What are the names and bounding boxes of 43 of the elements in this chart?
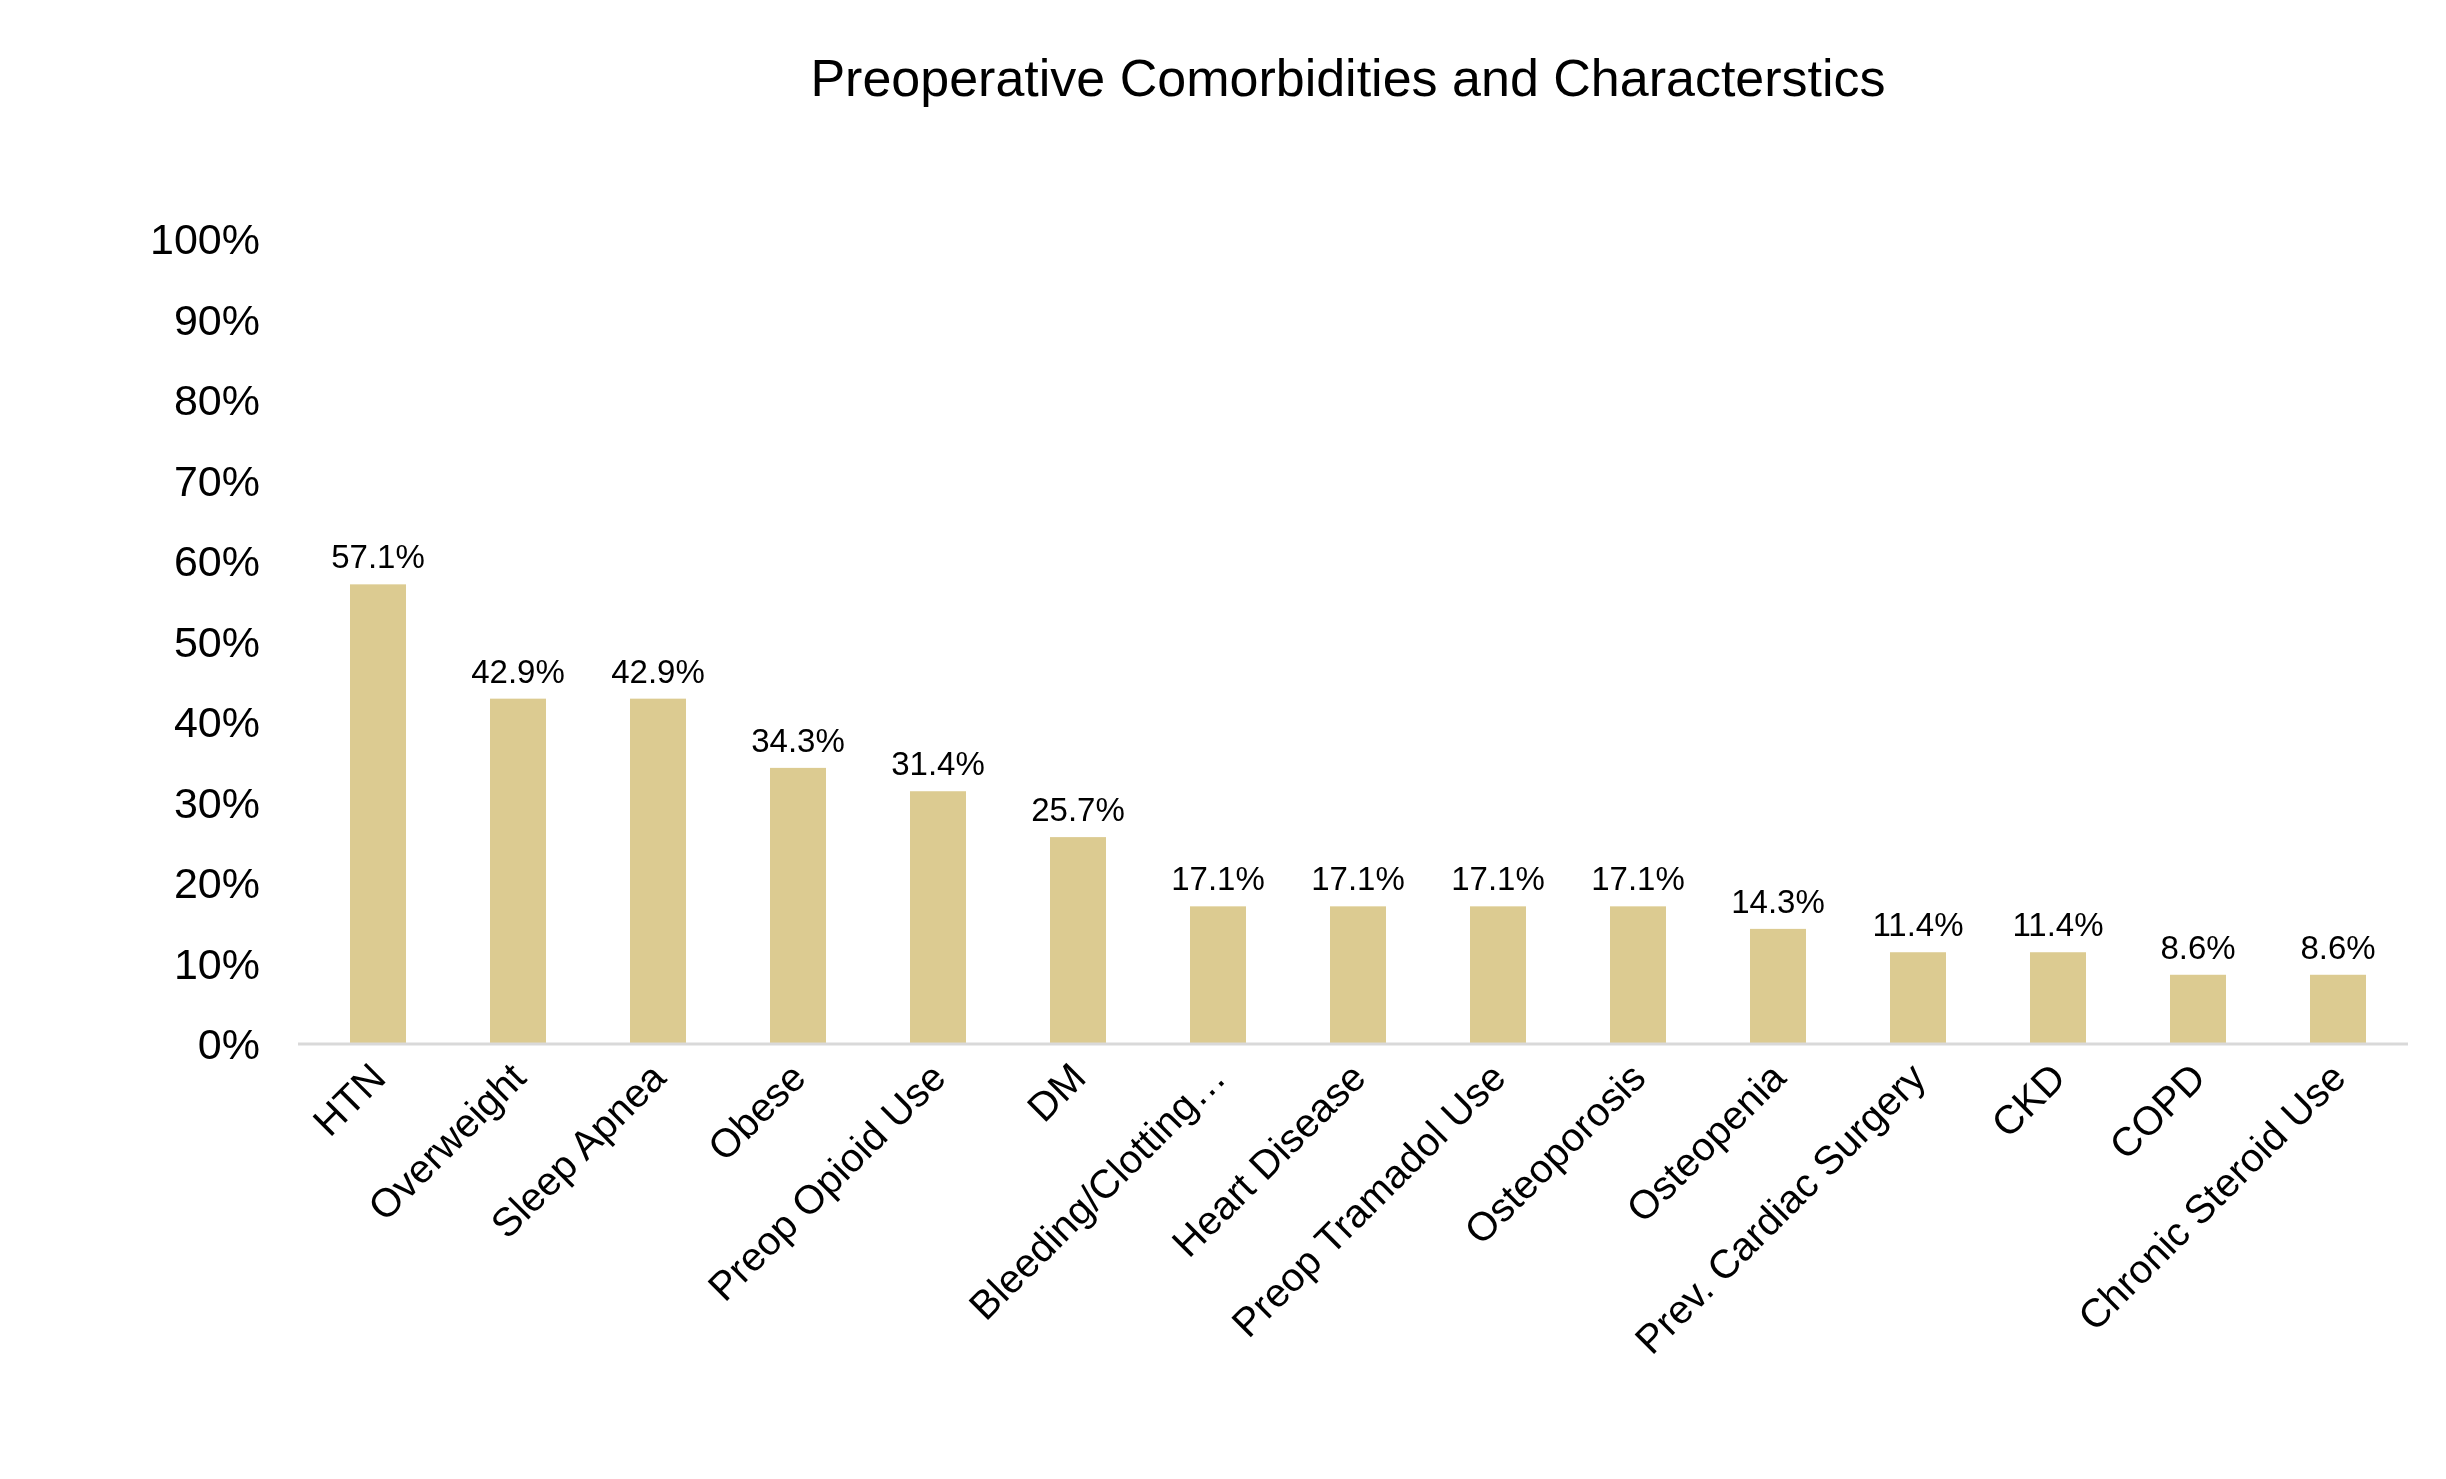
bar xyxy=(770,767,826,1044)
data-label: 17.1% xyxy=(1451,860,1545,898)
y-tick-label: 10% xyxy=(173,939,260,988)
bar xyxy=(490,698,546,1044)
y-tick-label: 40% xyxy=(173,698,260,747)
bar xyxy=(1470,906,1526,1044)
data-label: 17.1% xyxy=(1311,860,1405,898)
bar xyxy=(350,584,406,1044)
bar xyxy=(2030,952,2086,1044)
data-label: 57.1% xyxy=(331,538,425,576)
data-label: 42.9% xyxy=(611,652,705,690)
data-label: 14.3% xyxy=(1731,882,1825,920)
data-label: 42.9% xyxy=(471,652,565,690)
data-label: 11.4% xyxy=(2012,906,2104,944)
data-label: 17.1% xyxy=(1591,860,1685,898)
y-tick-label: 0% xyxy=(197,1020,260,1069)
data-label: 11.4% xyxy=(1872,906,1964,944)
bar xyxy=(2170,974,2226,1044)
data-label: 8.6% xyxy=(2300,928,2376,966)
data-label: 8.6% xyxy=(2160,928,2236,966)
x-tick-label: CKD xyxy=(1982,1054,2074,1146)
y-tick-label: 70% xyxy=(173,456,260,505)
y-tick-label: 90% xyxy=(173,295,260,344)
bar xyxy=(910,791,966,1044)
y-tick-label: 60% xyxy=(173,537,260,586)
data-label: 34.3% xyxy=(751,721,845,759)
y-tick-label: 30% xyxy=(173,778,260,827)
chart-title: Preoperative Comorbidities and Characterstics xyxy=(810,49,1886,107)
y-tick-label: 80% xyxy=(173,376,260,425)
bar xyxy=(1330,906,1386,1044)
y-tick-label: 100% xyxy=(150,215,260,264)
bar xyxy=(1890,952,1946,1044)
data-label: 31.4% xyxy=(891,745,985,783)
bar xyxy=(630,698,686,1044)
data-label: 25.7% xyxy=(1031,791,1125,829)
bar xyxy=(1050,837,1106,1044)
data-label: 17.1% xyxy=(1171,860,1265,898)
y-tick-label: 20% xyxy=(173,859,260,908)
bar xyxy=(1610,906,1666,1044)
bar xyxy=(1190,906,1246,1044)
bar xyxy=(1750,928,1806,1044)
bar xyxy=(2310,974,2366,1044)
y-tick-label: 50% xyxy=(173,617,260,666)
